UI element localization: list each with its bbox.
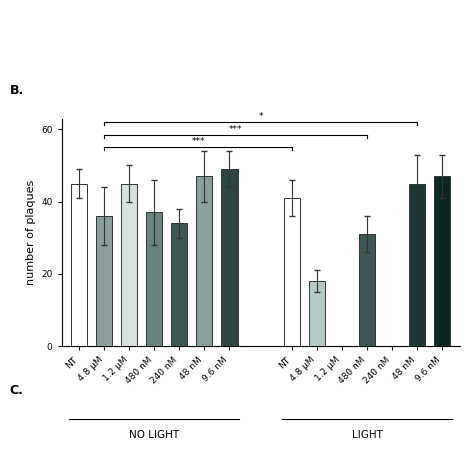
- Text: *: *: [258, 112, 263, 121]
- Text: C.: C.: [9, 384, 23, 397]
- Bar: [171, 223, 187, 346]
- Y-axis label: number of plaques: number of plaques: [26, 180, 36, 285]
- Bar: [221, 169, 237, 346]
- Bar: [309, 281, 325, 346]
- Text: LIGHT: LIGHT: [352, 430, 383, 440]
- Text: B.: B.: [10, 84, 24, 97]
- Bar: [71, 183, 87, 346]
- Bar: [284, 198, 300, 346]
- Bar: [196, 176, 212, 346]
- Bar: [359, 234, 375, 346]
- Bar: [96, 216, 112, 346]
- Text: ***: ***: [191, 137, 205, 146]
- Bar: [434, 176, 450, 346]
- Bar: [409, 183, 425, 346]
- Bar: [121, 183, 137, 346]
- Bar: [146, 212, 163, 346]
- Text: ***: ***: [229, 125, 242, 134]
- Text: NO LIGHT: NO LIGHT: [129, 430, 179, 440]
